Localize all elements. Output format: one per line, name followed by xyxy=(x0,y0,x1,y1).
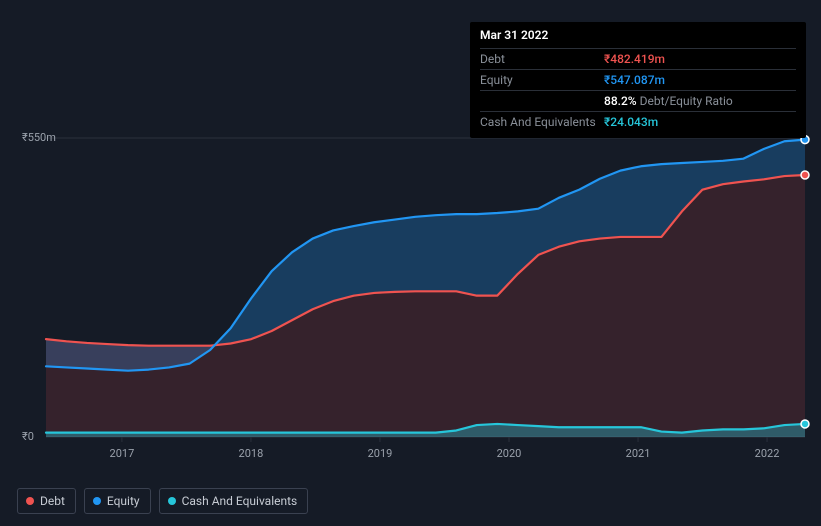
legend-dot-icon xyxy=(168,497,176,505)
legend-item[interactable]: Cash And Equivalents xyxy=(159,488,309,514)
legend-item[interactable]: Equity xyxy=(84,488,151,514)
tooltip-row: Cash And Equivalents₹24.043m xyxy=(480,111,796,132)
tooltip-date: Mar 31 2022 xyxy=(480,28,796,46)
tooltip-label: Debt xyxy=(480,52,604,66)
tooltip-value: ₹24.043m xyxy=(604,115,658,129)
chart-legend: Debt Equity Cash And Equivalents xyxy=(17,488,308,514)
tooltip-value: 88.2% Debt/Equity Ratio xyxy=(604,94,733,108)
tooltip-row: 88.2% Debt/Equity Ratio xyxy=(480,90,796,111)
tooltip-row: Debt₹482.419m xyxy=(480,48,796,69)
y-axis-label: ₹550m xyxy=(22,131,56,144)
x-axis-label: 2017 xyxy=(110,447,135,460)
tooltip-row: Equity₹547.087m xyxy=(480,69,796,90)
x-axis-label: 2018 xyxy=(239,447,264,460)
y-axis-label: ₹0 xyxy=(22,430,34,443)
x-axis-label: 2022 xyxy=(755,447,780,460)
tooltip-label: Cash And Equivalents xyxy=(480,115,604,129)
chart-tooltip: Mar 31 2022 Debt₹482.419mEquity₹547.087m… xyxy=(470,22,806,138)
legend-dot-icon xyxy=(93,497,101,505)
x-axis-label: 2021 xyxy=(626,447,651,460)
legend-dot-icon xyxy=(26,497,34,505)
tooltip-value: ₹482.419m xyxy=(604,52,665,66)
tooltip-label xyxy=(480,94,604,108)
x-axis-label: 2019 xyxy=(368,447,393,460)
legend-label: Debt xyxy=(40,494,65,508)
tooltip-value: ₹547.087m xyxy=(604,73,665,87)
legend-item[interactable]: Debt xyxy=(17,488,76,514)
legend-label: Equity xyxy=(107,494,140,508)
tooltip-label: Equity xyxy=(480,73,604,87)
legend-label: Cash And Equivalents xyxy=(182,494,298,508)
chart-container: ₹550m ₹0 2017 2018 2019 2020 2021 2022 Mar 31 … xyxy=(0,0,821,526)
x-axis-label: 2020 xyxy=(497,447,522,460)
